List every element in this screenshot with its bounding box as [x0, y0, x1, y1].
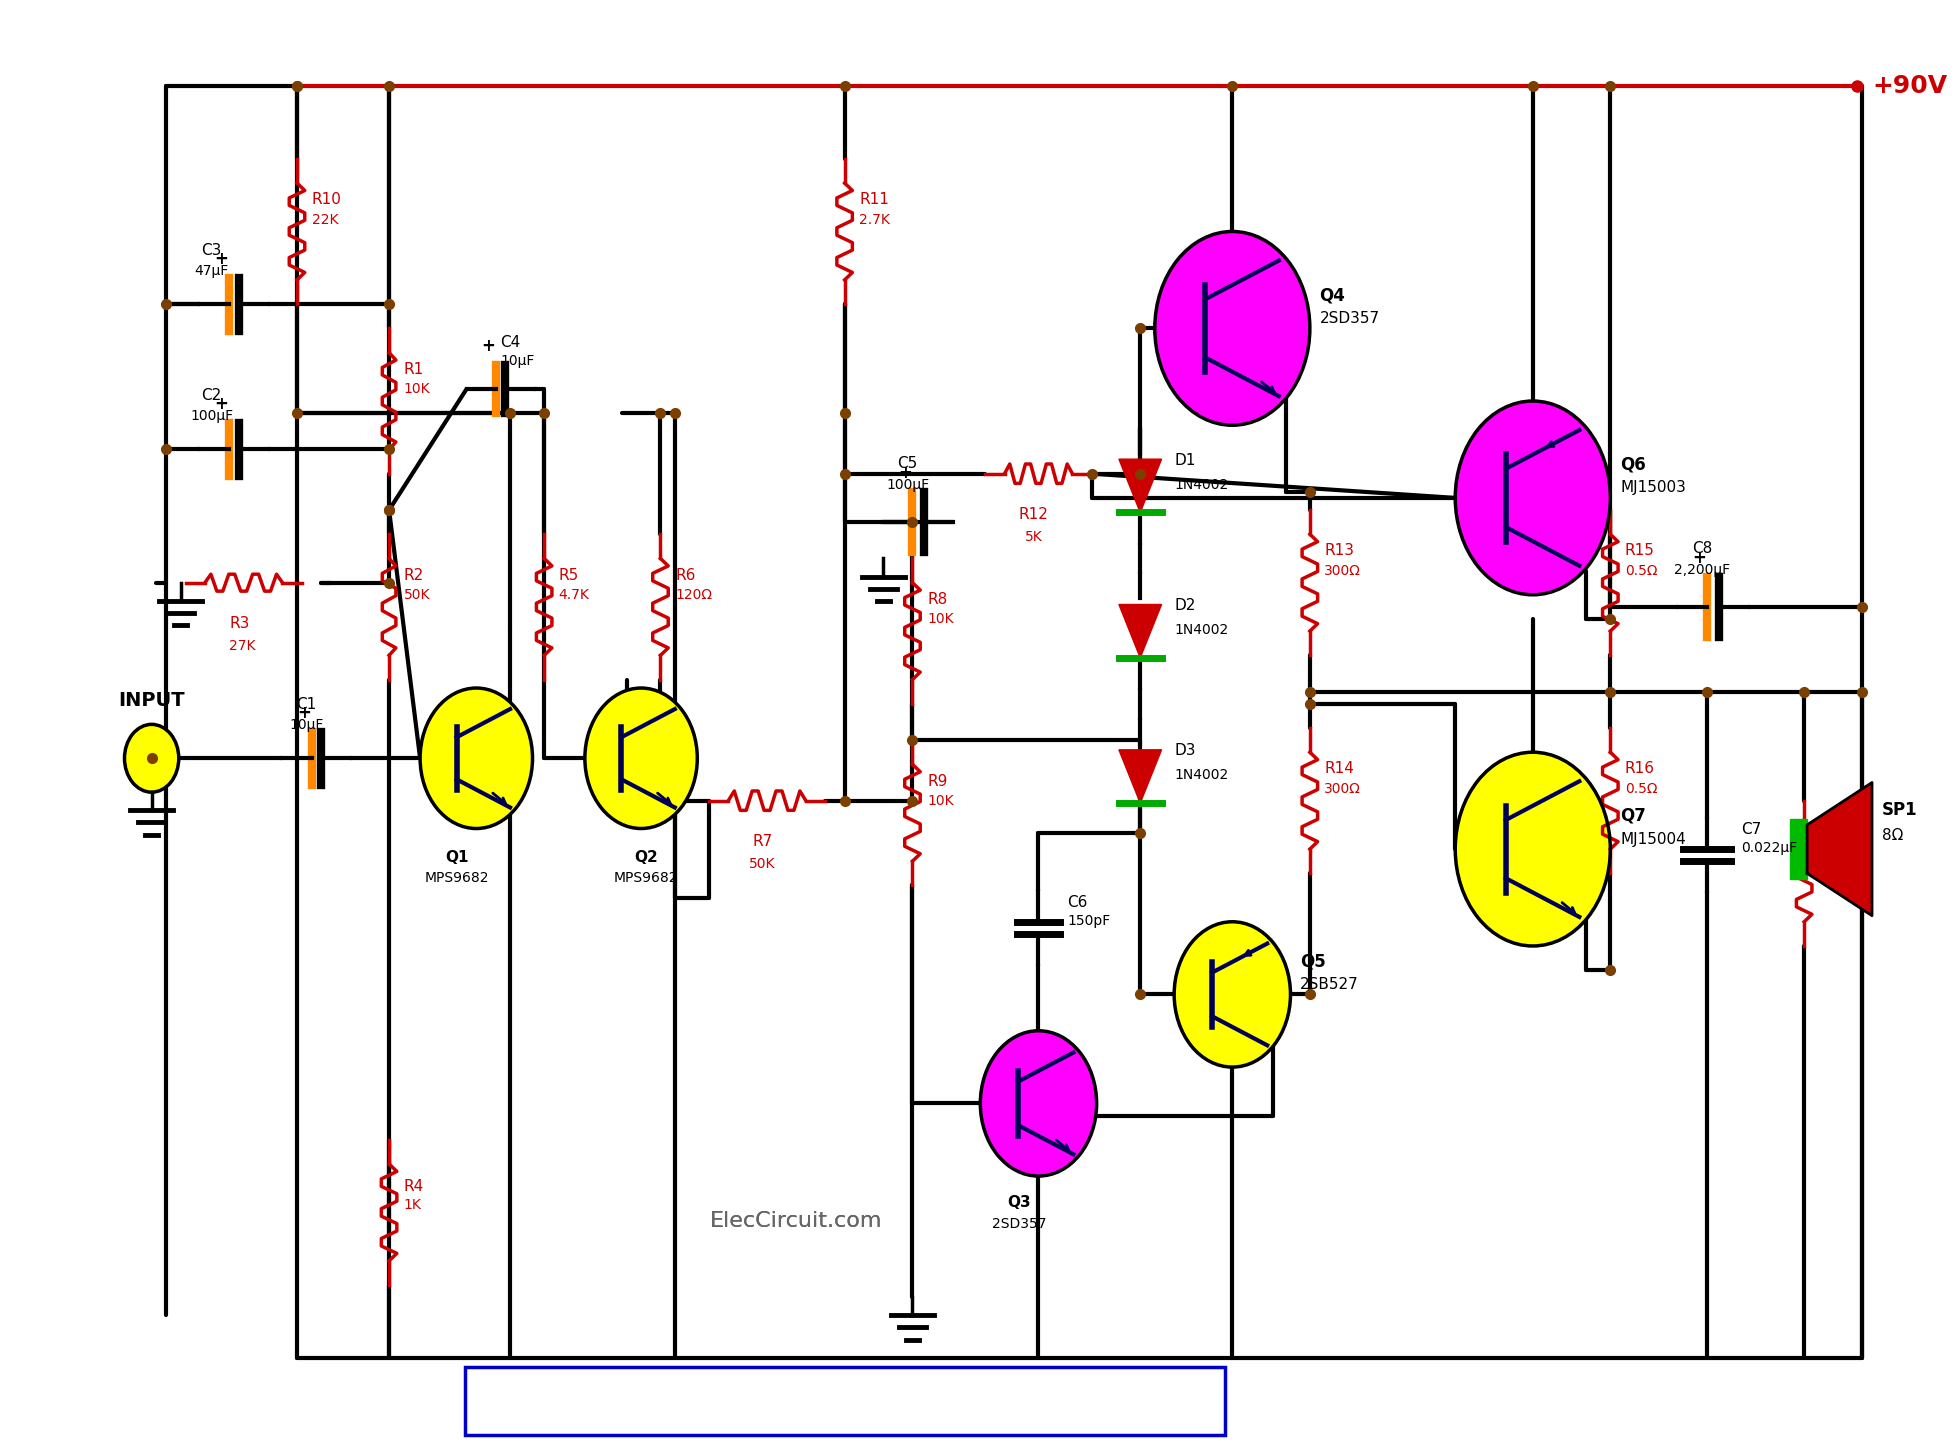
Text: C8: C8 — [1693, 542, 1713, 556]
Text: R1: R1 — [404, 361, 424, 377]
Circle shape — [980, 1031, 1098, 1176]
Circle shape — [1174, 922, 1291, 1067]
Text: +: + — [215, 395, 229, 414]
Text: +: + — [898, 464, 912, 482]
Text: R17: R17 — [1818, 834, 1849, 849]
Polygon shape — [1119, 750, 1162, 804]
Text: R5: R5 — [559, 568, 578, 582]
Text: C6: C6 — [1068, 894, 1088, 910]
Text: R15: R15 — [1625, 543, 1654, 559]
Text: C5: C5 — [898, 456, 918, 472]
Polygon shape — [1119, 459, 1162, 513]
Text: Q7: Q7 — [1621, 807, 1646, 826]
Text: C2: C2 — [201, 389, 223, 403]
Text: R14: R14 — [1324, 761, 1353, 776]
Text: Q4: Q4 — [1320, 287, 1346, 304]
Text: R12: R12 — [1019, 507, 1049, 523]
Circle shape — [1154, 232, 1310, 425]
Text: INPUT: INPUT — [119, 690, 186, 711]
Text: 50K: 50K — [404, 588, 430, 601]
Text: R10: R10 — [312, 192, 342, 207]
Text: ElecCircuit.com: ElecCircuit.com — [709, 1210, 883, 1230]
Text: D3: D3 — [1174, 743, 1195, 759]
Text: 1N4002: 1N4002 — [1174, 623, 1228, 638]
Circle shape — [584, 689, 697, 828]
Text: C7: C7 — [1742, 823, 1762, 837]
Text: 2,200μF: 2,200μF — [1674, 562, 1730, 577]
Circle shape — [1455, 400, 1611, 596]
Text: R13: R13 — [1324, 543, 1353, 559]
Text: 100μF: 100μF — [189, 409, 232, 422]
Text: +: + — [297, 703, 311, 722]
Text: +: + — [1693, 549, 1707, 566]
Text: +90V: +90V — [1873, 74, 1947, 98]
Polygon shape — [1807, 782, 1873, 916]
Text: 2SB527: 2SB527 — [1301, 977, 1359, 992]
Text: 5K: 5K — [1025, 530, 1043, 545]
Text: R6: R6 — [676, 568, 695, 582]
Text: Q2: Q2 — [635, 850, 658, 865]
Text: Q3: Q3 — [1008, 1195, 1031, 1210]
Text: Q5: Q5 — [1301, 952, 1326, 970]
Text: 10Ω: 10Ω — [1818, 855, 1848, 868]
Text: 10K: 10K — [404, 381, 430, 396]
Text: +: + — [215, 250, 229, 268]
Text: 300Ω: 300Ω — [1324, 563, 1361, 578]
Text: C3: C3 — [201, 243, 223, 258]
Circle shape — [420, 689, 533, 828]
Text: 4.7K: 4.7K — [559, 588, 590, 601]
Text: 10K: 10K — [928, 794, 953, 808]
Text: SP1: SP1 — [1881, 801, 1918, 818]
Text: MPS9682: MPS9682 — [613, 872, 678, 885]
Text: ElecCircuit.com: ElecCircuit.com — [709, 1210, 883, 1230]
Text: 1N4002: 1N4002 — [1174, 478, 1228, 492]
Text: R8: R8 — [928, 593, 947, 607]
Text: 0.022μF: 0.022μF — [1742, 842, 1797, 855]
Text: 10μF: 10μF — [500, 354, 535, 368]
Text: 2SD357: 2SD357 — [1320, 312, 1379, 326]
Circle shape — [125, 725, 180, 792]
Text: MPS9682: MPS9682 — [424, 872, 488, 885]
Text: 0.5Ω: 0.5Ω — [1625, 563, 1658, 578]
Text: 100 watts OTL Power Amplifier circuit: 100 watts OTL Power Amplifier circuit — [662, 1399, 1027, 1418]
Text: R16: R16 — [1625, 761, 1654, 776]
Text: +: + — [480, 336, 494, 355]
Text: 300Ω: 300Ω — [1324, 782, 1361, 796]
Text: D1: D1 — [1174, 453, 1195, 467]
Text: R7: R7 — [752, 834, 771, 849]
Text: 22K: 22K — [312, 213, 338, 227]
Polygon shape — [1119, 604, 1162, 658]
Text: 100μF: 100μF — [887, 478, 930, 492]
FancyBboxPatch shape — [465, 1367, 1225, 1436]
Text: 10K: 10K — [928, 613, 953, 626]
Text: 120Ω: 120Ω — [676, 588, 713, 601]
Text: 1N4002: 1N4002 — [1174, 769, 1228, 782]
Text: 10μF: 10μF — [289, 718, 324, 731]
Text: D2: D2 — [1174, 598, 1195, 613]
Text: R9: R9 — [928, 773, 947, 789]
Text: 2SD357: 2SD357 — [992, 1217, 1047, 1230]
Text: R11: R11 — [859, 192, 889, 207]
Text: MJ15004: MJ15004 — [1621, 831, 1685, 847]
Text: C1: C1 — [297, 697, 316, 712]
Text: Q6: Q6 — [1621, 456, 1646, 473]
Text: R3: R3 — [229, 616, 250, 630]
Text: Q1: Q1 — [445, 850, 469, 865]
Text: 150pF: 150pF — [1068, 914, 1111, 927]
Text: 8Ω: 8Ω — [1881, 828, 1902, 843]
Text: 2.7K: 2.7K — [859, 213, 891, 227]
Text: 50K: 50K — [750, 858, 775, 871]
Text: 1K: 1K — [404, 1198, 422, 1213]
Text: R4: R4 — [404, 1179, 424, 1194]
FancyBboxPatch shape — [1789, 818, 1807, 879]
Text: 27K: 27K — [229, 639, 256, 652]
Text: 47μF: 47μF — [195, 264, 229, 278]
Text: MJ15003: MJ15003 — [1621, 480, 1685, 495]
Circle shape — [1455, 753, 1611, 946]
Text: 0.5Ω: 0.5Ω — [1625, 782, 1658, 796]
Text: C4: C4 — [500, 335, 521, 349]
Text: R2: R2 — [404, 568, 424, 582]
